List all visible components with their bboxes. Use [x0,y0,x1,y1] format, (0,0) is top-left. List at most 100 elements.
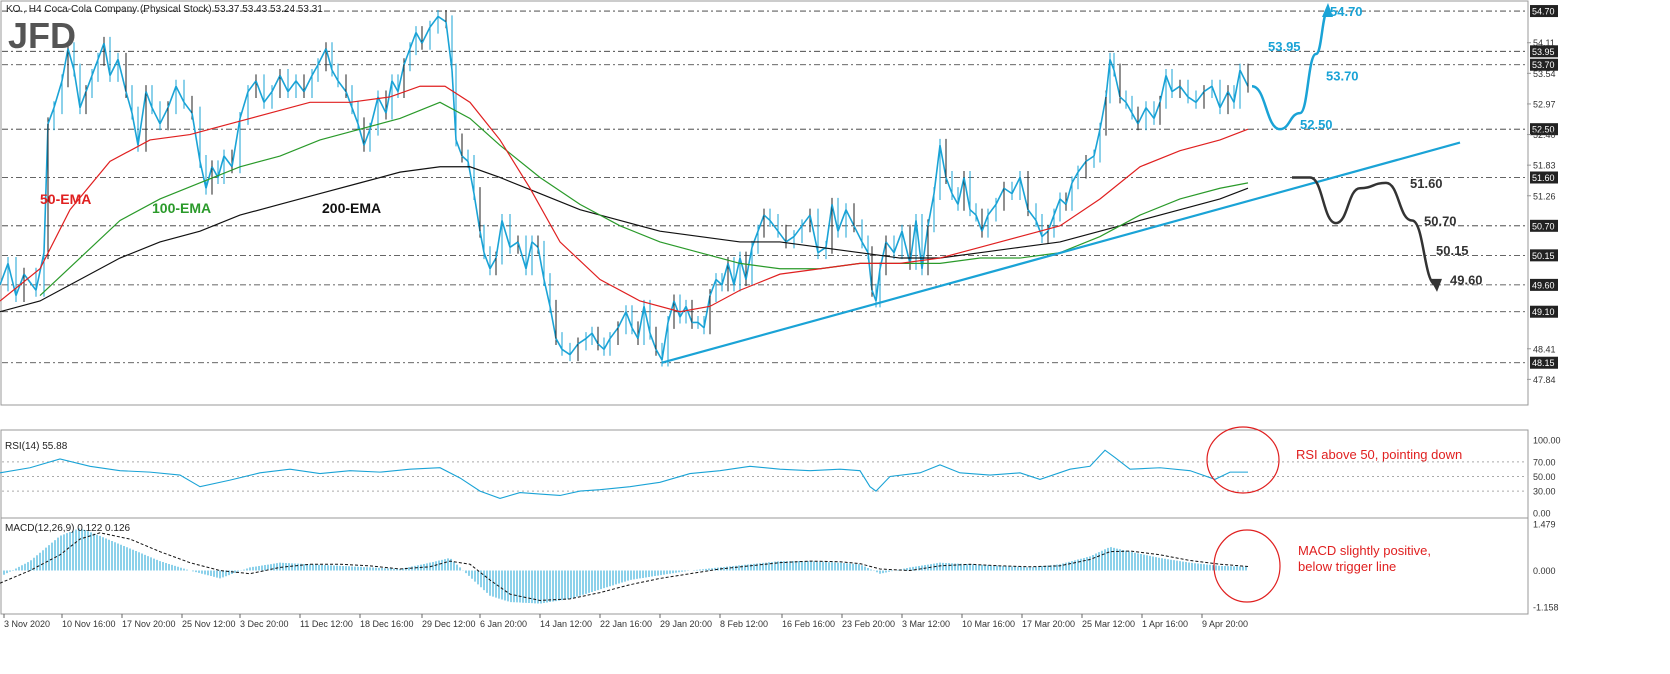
level-badge-50.15 [1530,249,1558,262]
price-segment [79,91,87,108]
price-segment [489,257,497,270]
price-segment [655,348,663,361]
time-label: 17 Nov 20:00 [122,619,176,629]
price-segment [561,348,571,356]
price-segment [1011,177,1021,194]
price-segment [1077,160,1087,173]
price-segment [47,107,55,125]
price-segment [391,80,399,92]
price-tick-label-53.54: 53.54 [1533,69,1556,79]
price-segment [125,91,133,114]
macd-highlight-circle [1213,529,1281,603]
price-segment [867,252,873,291]
price-segment [1071,171,1079,184]
price-segment [1035,220,1043,237]
price-segment [483,252,491,270]
price-segment [537,247,545,280]
price-segment [1003,187,1013,195]
price-segment [97,42,105,60]
price-segment [1053,198,1061,216]
price-panel [0,0,1529,406]
macd-header: MACD(12,26,9) 0.122 0.126 [5,523,131,534]
price-segment [239,91,249,119]
bull-label-53.70: 53.70 [1326,68,1359,83]
macd-note: MACD slightly positive, below trigger lin… [1298,543,1431,574]
price-segment [673,300,681,318]
macd-tick-0.000: 0.000 [1533,566,1556,576]
price-segment [159,107,169,125]
price-tick-label-52.40: 52.40 [1533,130,1556,140]
price-segment [1131,112,1139,125]
price-segment [1019,177,1029,210]
price-segment [763,214,771,222]
price-segment [1027,209,1037,221]
uptrend-line [661,141,1461,364]
price-segment [279,75,289,92]
price-segment [637,306,645,339]
price-segment [649,332,657,350]
price-segment [117,59,127,92]
time-label: 3 Mar 12:00 [902,619,950,629]
macd-note-line: below trigger line [1298,559,1396,574]
level-badge-text-52.50: 52.50 [1532,125,1555,135]
level-badge-48.15 [1530,356,1558,369]
price-segment [1187,96,1197,103]
price-segment [1153,102,1161,119]
price-segment [969,209,977,216]
price-segment [617,311,627,329]
level-badge-text-49.10: 49.10 [1532,307,1555,317]
price-segment [191,112,201,162]
price-segment [727,263,735,286]
price-segment [1085,155,1095,163]
time-label: 25 Nov 12:00 [182,619,236,629]
price-segment [549,306,557,339]
price-segment [223,155,233,168]
price-segment [525,241,533,269]
price-segment [577,337,587,345]
price-segment [1211,85,1221,108]
price-segment [311,64,319,76]
rsi-tick-30.00: 30.00 [1533,487,1556,497]
price-tick-label-51.26: 51.26 [1533,191,1556,201]
price-segment [1233,69,1241,103]
time-label: 9 Apr 20:00 [1202,619,1248,629]
price-segment [871,289,877,302]
time-label: 25 Mar 12:00 [1082,619,1135,629]
price-segment [61,48,69,81]
price-segment [751,230,759,248]
time-label: 16 Feb 16:00 [782,619,835,629]
macd-series: 1.479 0.000 -1.158 [0,520,1559,613]
price-segment [1219,91,1229,109]
price-segment [1041,230,1049,238]
price-segment [909,220,917,264]
price-segment [73,69,81,108]
price-segment [1105,59,1111,98]
price-segment [183,101,193,114]
price-segment [569,343,579,356]
price-segment [853,225,863,243]
price-segment [543,279,551,307]
price-segment [1109,59,1115,71]
price-segment [345,91,353,108]
price-segment [0,263,9,286]
price-segment [369,96,379,130]
price-segment [793,225,803,238]
price-segment [43,123,49,253]
price-segment [205,166,213,189]
price-segment [437,15,447,23]
price-segment [1065,182,1073,205]
price-segment [1203,85,1213,93]
price-segment [303,75,313,92]
time-label: 17 Mar 20:00 [1022,619,1075,629]
price-segment [151,107,161,125]
level-badge-53.95 [1530,45,1558,58]
bear-label-51.60: 51.60 [1410,176,1443,191]
price-segment [495,220,503,259]
price-segment [53,80,63,108]
price-segment [861,241,869,254]
price-segment [479,231,485,253]
price-segment [217,155,225,178]
price-segment [1093,129,1101,157]
price-segment [733,257,741,286]
price-segment [769,219,779,232]
